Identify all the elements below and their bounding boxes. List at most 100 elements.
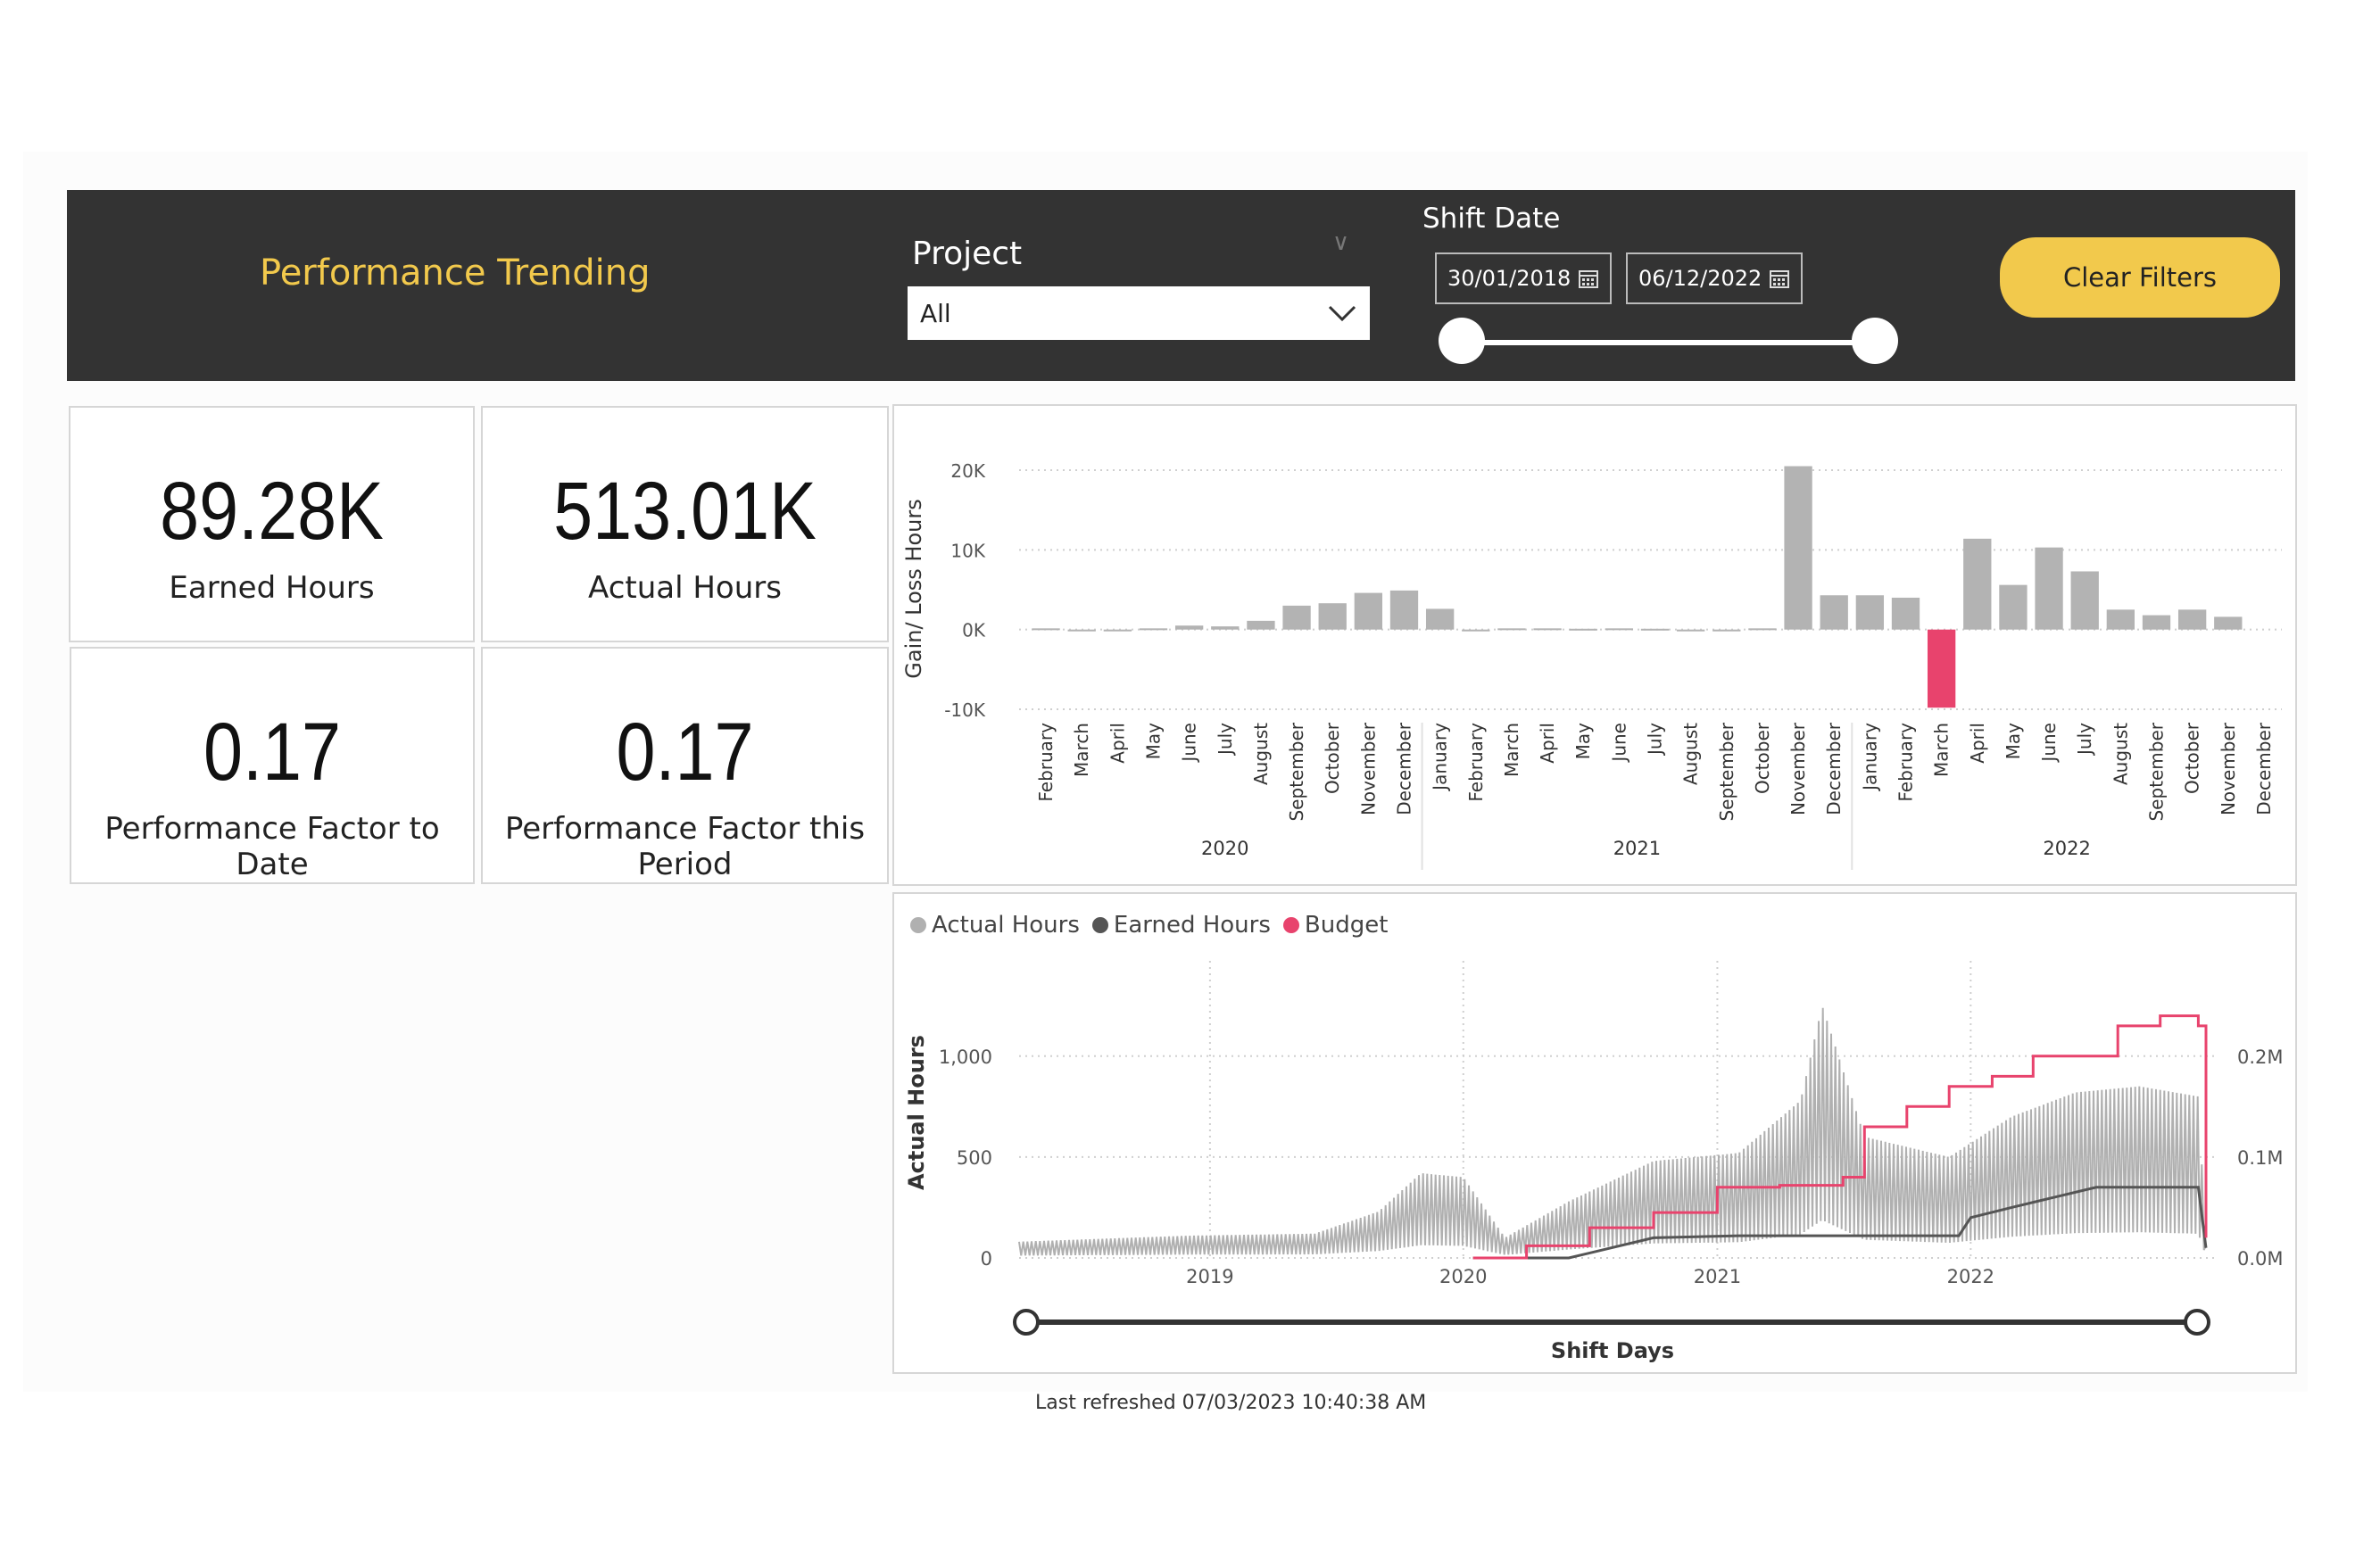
calendar-icon[interactable] — [1578, 268, 1599, 289]
x-tick-label: February — [1465, 723, 1487, 802]
x-tick-label: July — [1645, 723, 1666, 757]
x-tick-label: June — [2038, 723, 2060, 764]
y-tick-label: 0 — [981, 1248, 992, 1270]
bar — [1103, 629, 1132, 632]
kpi-card-performance-factor-to-date: 0.17 Performance Factor to Date — [70, 647, 475, 884]
x-tick-label: December — [2253, 722, 2275, 815]
bar — [1354, 592, 1383, 630]
kpi-value: 0.17 — [616, 707, 754, 798]
header-bar: Performance Trending Project ∨ All Shift… — [67, 190, 2295, 381]
bar — [2177, 609, 2207, 630]
x-tick-label: May — [1572, 723, 1594, 760]
y-tick-label: 1,000 — [939, 1046, 992, 1068]
bar — [1676, 629, 1705, 632]
bar — [1999, 584, 2028, 630]
last-refreshed-text: Last refreshed 07/03/2023 10:40:38 AM — [1035, 1392, 1427, 1414]
bar — [2070, 571, 2099, 630]
bar — [1963, 538, 1992, 630]
bar — [2214, 616, 2243, 630]
year-label: 2022 — [2043, 838, 2090, 859]
bar — [1569, 628, 1597, 631]
x-tick-label: April — [1537, 723, 1558, 764]
date-slider-end-handle[interactable] — [1852, 318, 1898, 364]
x-tick-label: 2020 — [1439, 1266, 1487, 1287]
y-axis-title: Actual Hours — [904, 1035, 929, 1190]
y-tick-label: 10K — [950, 540, 985, 561]
project-selected-value: All — [920, 298, 951, 328]
x-tick-label: February — [1035, 723, 1057, 802]
bar — [1605, 628, 1634, 631]
x-range-slider-start-handle[interactable] — [1013, 1309, 1040, 1336]
kpi-label: Earned Hours — [169, 570, 375, 606]
kpi-label: Actual Hours — [588, 570, 782, 606]
x-tick-label: February — [1895, 723, 1917, 802]
x-tick-label: 2019 — [1186, 1266, 1233, 1287]
x-tick-label: September — [1716, 722, 1737, 821]
legend-item-earned-hours[interactable]: Earned Hours — [1091, 912, 1271, 939]
bar — [2142, 615, 2171, 630]
x-range-slider-end-handle[interactable] — [2184, 1309, 2210, 1336]
date-to-value: 06/12/2022 — [1638, 266, 1762, 291]
x-tick-label: August — [1680, 723, 1702, 785]
bar — [1640, 628, 1670, 631]
x-tick-label: November — [1787, 722, 1809, 815]
calendar-icon[interactable] — [1769, 268, 1790, 289]
bar — [1282, 605, 1311, 630]
bar — [1748, 628, 1777, 631]
date-from-value: 30/01/2018 — [1447, 266, 1571, 291]
x-tick-label: March — [1931, 723, 1953, 777]
date-slider-start-handle[interactable] — [1439, 318, 1485, 364]
legend-label: Earned Hours — [1113, 912, 1271, 939]
y-axis-title: Gain/ Loss Hours — [901, 499, 926, 678]
legend-label: Budget — [1304, 912, 1389, 939]
bar — [1174, 625, 1204, 630]
x-tick-label: April — [1967, 723, 1988, 764]
x-tick-label: May — [1143, 723, 1165, 760]
date-to-input[interactable]: 06/12/2022 — [1626, 252, 1803, 304]
hours-trend-chart-panel: Actual Hours Earned Hours Budget Actual … — [892, 892, 2297, 1374]
bar — [1462, 629, 1490, 632]
legend-item-budget[interactable]: Budget — [1282, 912, 1389, 939]
bar — [1891, 597, 1920, 630]
x-tick-label: March — [1071, 723, 1092, 777]
bar — [2035, 547, 2063, 630]
x-tick-label: December — [1394, 722, 1415, 815]
year-label: 2020 — [1201, 838, 1248, 859]
kpi-value: 0.17 — [203, 707, 341, 798]
y-tick-label: -10K — [944, 699, 986, 721]
chevron-down-icon[interactable]: ∨ — [1332, 229, 1350, 256]
x-tick-label: September — [1286, 722, 1307, 821]
x-tick-label: 2021 — [1694, 1266, 1741, 1287]
series-line-actual-hours — [1018, 1007, 2207, 1256]
x-tick-label: July — [2074, 723, 2095, 757]
date-from-input[interactable]: 30/01/2018 — [1435, 252, 1612, 304]
x-tick-label: August — [1250, 723, 1272, 785]
hours-line-chart: Actual Hours Shift Days 1,000 500 0 0.2M 0.1M 0… — [904, 961, 2284, 1363]
y-tick-label: 500 — [957, 1147, 992, 1169]
y2-tick-label: 0.1M — [2237, 1147, 2284, 1169]
legend-item-actual-hours[interactable]: Actual Hours — [910, 912, 1080, 939]
bar — [1389, 590, 1419, 630]
x-tick-label: January — [1430, 723, 1451, 792]
shift-date-label: Shift Date — [1422, 203, 1561, 235]
x-tick-label: September — [2146, 722, 2168, 821]
kpi-card-actual-hours: 513.01K Actual Hours — [481, 406, 889, 642]
bar — [1927, 629, 1956, 708]
y-tick-label: 20K — [950, 460, 985, 482]
x-tick-label: November — [2218, 722, 2239, 815]
page-title: Performance Trending — [260, 252, 651, 294]
bar — [1497, 628, 1526, 631]
bar — [1533, 628, 1562, 631]
date-range-slider-track[interactable] — [1461, 340, 1873, 345]
bar — [1247, 620, 1275, 630]
x-tick-label: March — [1501, 723, 1522, 777]
kpi-value: 513.01K — [553, 466, 817, 557]
kpi-card-earned-hours: 89.28K Earned Hours — [69, 406, 475, 642]
series-line-budget — [1472, 1014, 2208, 1260]
bar — [2106, 609, 2135, 630]
kpi-label: Performance Factor to Date — [104, 811, 440, 882]
project-dropdown[interactable]: All — [908, 286, 1370, 340]
kpi-value: 89.28K — [160, 466, 384, 557]
clear-filters-button[interactable]: Clear Filters — [2000, 237, 2280, 318]
bar — [1211, 626, 1240, 630]
